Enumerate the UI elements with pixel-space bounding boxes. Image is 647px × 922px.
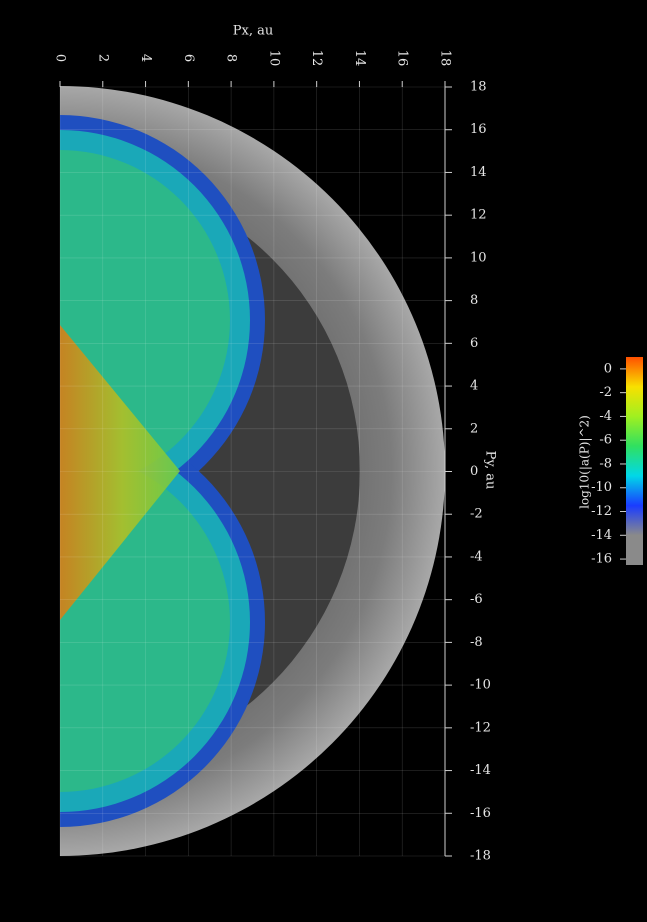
x-tick-label: 4: [138, 54, 153, 62]
y-tick-label: -14: [470, 763, 491, 778]
y-tick-label: 4: [470, 379, 478, 394]
y-tick-label: -8: [470, 635, 483, 650]
colorbar-tick-label: 0: [604, 361, 612, 376]
y-tick-label: 10: [470, 250, 487, 265]
y-tick-label: -4: [470, 549, 483, 564]
y-tick-label: -10: [470, 678, 491, 693]
chart: Px, au Py, au log10(|a(P)|^2) 0 2 4 6 8 10 12 1…: [0, 0, 647, 922]
y-axis-label: Py, au: [483, 451, 498, 490]
colorbar-tick-label: -16: [591, 552, 612, 567]
colorbar: [626, 357, 643, 565]
colorbar-tick-label: -2: [599, 385, 612, 400]
x-tick-label: 8: [224, 54, 239, 62]
y-tick-label: -2: [470, 507, 483, 522]
colorbar-tick-label: -6: [599, 433, 612, 448]
y-tick-label: -16: [470, 806, 491, 821]
y-tick-label: 14: [470, 165, 487, 180]
y-tick-label: -18: [470, 849, 491, 864]
x-tick-label: 6: [181, 54, 196, 62]
y-tick-label: 0: [470, 464, 478, 479]
y-tick-label: 18: [470, 80, 487, 95]
x-tick-label: 10: [266, 50, 281, 67]
y-tick-label: 16: [470, 122, 487, 137]
colorbar-label: log10(|a(P)|^2): [578, 415, 592, 509]
x-tick-label: 12: [309, 50, 324, 67]
x-axis-label: Px, au: [233, 24, 273, 39]
y-tick-label: 2: [470, 421, 478, 436]
colorbar-tick-label: -10: [591, 480, 612, 495]
y-tick-label: 6: [470, 336, 478, 351]
x-tick-label: 16: [395, 50, 410, 67]
colorbar-tick-label: -4: [599, 409, 612, 424]
x-tick-label: 0: [53, 54, 68, 62]
distribution: [0, 86, 445, 856]
y-tick-label: 12: [470, 208, 487, 223]
colorbar-tick-label: -8: [599, 456, 612, 471]
colorbar-tick-label: -14: [591, 528, 612, 543]
y-tick-label: -12: [470, 720, 491, 735]
x-tick-label: 2: [95, 54, 110, 62]
x-tick-label: 18: [438, 50, 453, 67]
y-tick-label: 8: [470, 293, 478, 308]
x-tick-label: 14: [352, 50, 367, 67]
y-tick-label: -6: [470, 592, 483, 607]
colorbar-tick-label: -12: [591, 504, 612, 519]
